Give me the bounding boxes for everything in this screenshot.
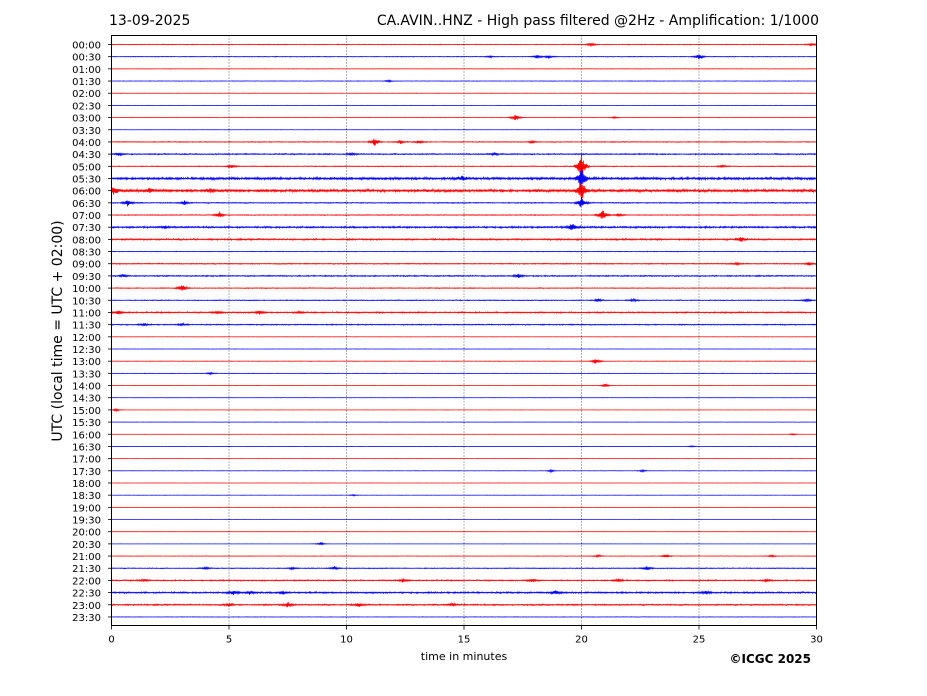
trace-2300 [111,602,817,608]
y-tick-label: 17:30 [72,467,101,478]
trace-0500 [111,153,817,176]
y-tick-label: 20:00 [72,528,101,539]
y-tick-label: 15:00 [72,406,101,417]
trace-2200 [111,577,817,583]
trace-2100 [111,553,817,559]
y-tick-label: 18:00 [72,479,101,490]
y-tick-label: 19:30 [72,516,101,527]
y-tick-label: 18:30 [72,491,101,502]
trace-0300 [111,115,817,121]
y-tick-label: 11:30 [72,321,101,332]
x-axis-label: time in minutes [421,650,508,663]
y-tick-label: 08:30 [72,248,101,259]
x-axis: 0 5 10 15 20 25 30 [108,625,823,646]
y-tick-label: 14:30 [72,394,101,405]
x-tick-label: 20 [575,635,588,646]
trace-2230 [111,589,817,596]
y-tick-label: 16:30 [72,442,101,453]
trace-1300 [111,359,817,364]
trace-1600 [111,432,817,436]
x-tick-label: 0 [108,635,114,646]
trace-2130 [111,565,817,571]
trace-0700 [111,210,817,219]
trace-1400 [111,383,817,388]
trace-2030 [111,541,817,546]
y-tick-label: 00:30 [72,53,101,64]
y-tick-label: 12:30 [72,345,101,356]
y-tick-label: 04:00 [72,138,101,149]
y-tick-label: 03:00 [72,114,101,125]
y-tick-label: 01:00 [72,65,101,76]
y-tick-label: 14:00 [72,382,101,393]
trace-1100 [111,309,817,315]
y-tick-label: 23:00 [72,601,101,612]
y-tick-label: 03:30 [72,126,101,137]
y-tick-label: 11:00 [72,308,101,319]
y-tick-label: 20:30 [72,540,101,551]
x-tick-label: 30 [810,635,823,646]
y-tick-label: 16:00 [72,430,101,441]
x-tick-label: 10 [340,635,353,646]
y-tick-label: 23:30 [72,613,101,624]
y-tick-label: 04:30 [72,150,101,161]
y-tick-label: 17:00 [72,455,101,466]
y-tick-label: 13:00 [72,357,101,368]
y-tick-label: 19:00 [72,503,101,514]
y-tick-label: 22:30 [72,589,101,600]
vertical-gridlines [228,35,700,626]
y-tick-label: 22:00 [72,576,101,587]
y-tick-label: 02:30 [72,101,101,112]
trace-1500 [111,408,817,413]
trace-1630 [111,444,817,448]
y-tick-label: 00:00 [72,41,101,52]
y-tick-label: 09:30 [72,272,101,283]
trace-0630 [111,196,817,208]
trace-0400 [111,138,817,146]
y-tick-label: 05:30 [72,174,101,185]
y-tick-label: 07:30 [72,223,101,234]
y-tick-label: 06:00 [72,187,101,198]
x-tick-label: 25 [693,635,706,646]
y-tick-label: 08:00 [72,235,101,246]
copyright-label: ©ICGC 2025 [729,652,811,666]
x-tick-label: 15 [458,635,471,646]
trace-2330 [111,616,817,618]
plot-frame [111,35,817,626]
y-tick-label: 15:30 [72,418,101,429]
date-label: 13-09-2025 [109,13,190,29]
y-tick-label: 12:00 [72,333,101,344]
y-tick-label: 21:00 [72,552,101,563]
y-tick-label: 06:30 [72,199,101,210]
y-tick-label: 13:30 [72,369,101,380]
y-tick-label: 10:30 [72,296,101,307]
x-tick-label: 5 [226,635,232,646]
y-tick-label: 01:30 [72,77,101,88]
y-tick-label: 07:00 [72,211,101,222]
chart-title: CA.AVIN..HNZ - High pass filtered @2Hz -… [377,13,819,29]
y-tick-label: 21:30 [72,564,101,575]
y-tick-label: 09:00 [72,260,101,271]
y-tick-label: 05:00 [72,162,101,173]
y-tick-label: 10:00 [72,284,101,295]
trace-0430 [111,151,817,157]
trace-0600 [111,183,817,201]
y-tick-label: 02:00 [72,89,101,100]
trace-1330 [111,371,817,376]
y-axis-label: UTC (local time = UTC + 02:00) [50,220,66,441]
